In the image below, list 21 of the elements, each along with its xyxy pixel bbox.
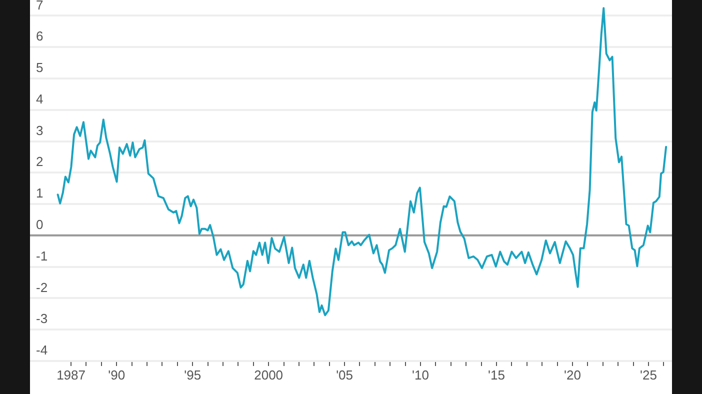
x-tick-label: '95 [184, 367, 202, 382]
x-tick-label: '20 [564, 367, 581, 382]
y-tick-label: 4 [36, 91, 44, 106]
y-tick-label: 1 [36, 186, 44, 201]
y-tick-label: 2 [36, 154, 44, 170]
x-tick-label: '05 [336, 367, 354, 382]
y-tick-label: -3 [36, 311, 48, 326]
y-tick-label: 5 [36, 60, 44, 76]
x-tick-label: '10 [412, 367, 429, 382]
x-tick-label: 2000 [254, 367, 284, 382]
x-tick-label: '25 [640, 367, 657, 382]
y-tick-label: 6 [36, 28, 44, 44]
y-tick-label: 3 [36, 122, 44, 138]
y-tick-label: 7 [36, 0, 44, 12]
y-tick-label: -1 [36, 248, 48, 264]
y-tick-label: -2 [36, 280, 48, 295]
y-tick-label: 0 [36, 217, 44, 232]
y-tick-label: -4 [36, 342, 48, 358]
x-tick-label: 1987 [56, 367, 86, 382]
x-tick-label: '15 [488, 367, 505, 382]
x-tick-label: '90 [108, 367, 126, 382]
